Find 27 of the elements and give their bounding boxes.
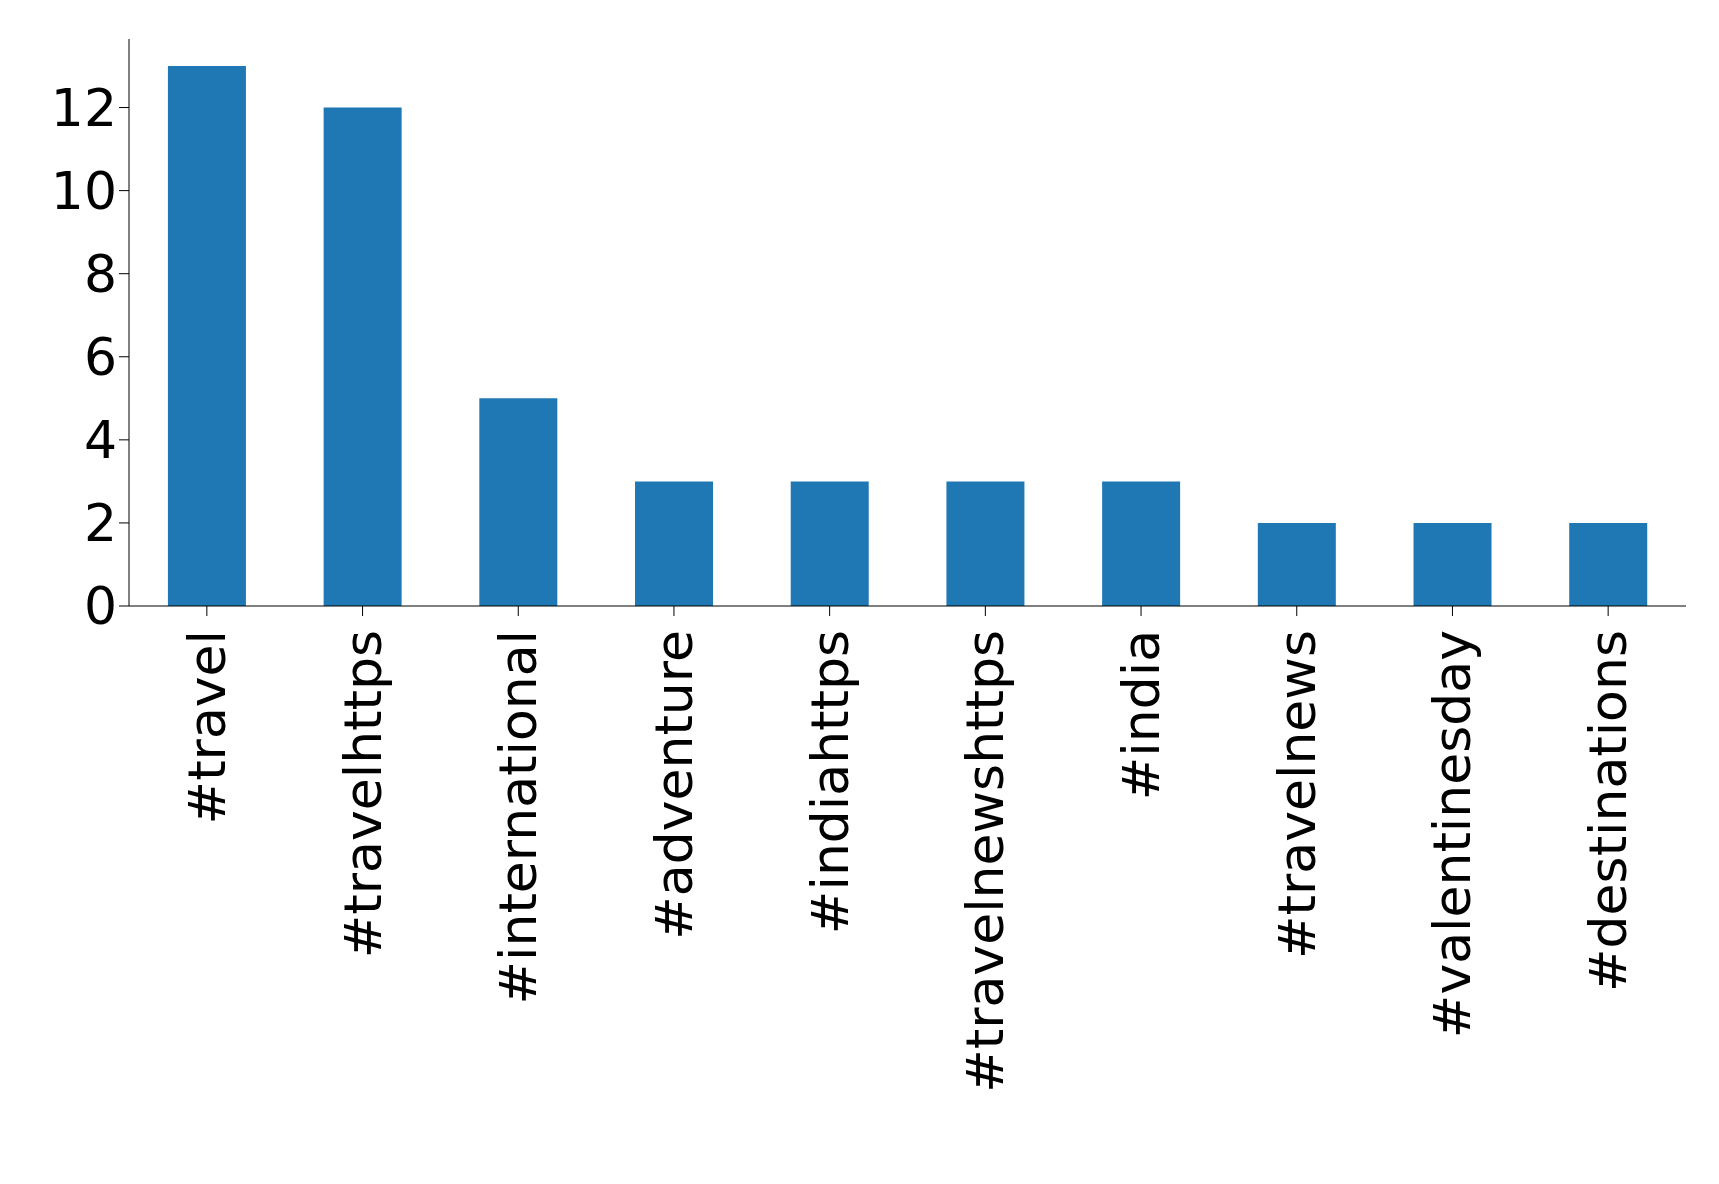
x-tick-label: #travelnewshttps bbox=[955, 630, 1016, 1093]
x-tick-label: #destinations bbox=[1578, 630, 1639, 993]
x-tick-label: #valentinesday bbox=[1422, 630, 1483, 1039]
x-tick-label: #travel bbox=[176, 630, 237, 825]
x-tick-label: #travelnews bbox=[1266, 630, 1327, 959]
y-tick-label: 10 bbox=[50, 161, 117, 222]
y-tick-label: 0 bbox=[83, 576, 117, 637]
bar bbox=[790, 481, 869, 606]
bar bbox=[479, 398, 558, 606]
bar bbox=[635, 481, 714, 606]
bar bbox=[1102, 481, 1181, 606]
bar bbox=[946, 481, 1025, 606]
y-tick-label: 12 bbox=[50, 78, 117, 138]
bar bbox=[1257, 522, 1336, 606]
x-tick-label: #travelhttps bbox=[332, 630, 393, 959]
x-tick-label: #india bbox=[1111, 630, 1172, 801]
y-tick-label: 4 bbox=[83, 410, 117, 471]
y-tick-label: 2 bbox=[83, 493, 117, 554]
bar bbox=[323, 107, 402, 606]
x-tick-label: #international bbox=[488, 630, 549, 1005]
x-tick-label: #indiahttps bbox=[799, 630, 860, 935]
y-tick-label: 8 bbox=[83, 244, 117, 305]
bar bbox=[1569, 522, 1648, 606]
x-tick-label: #adventure bbox=[643, 630, 704, 940]
bar bbox=[167, 66, 246, 606]
bar bbox=[1413, 522, 1492, 606]
y-tick-label: 6 bbox=[83, 327, 117, 388]
